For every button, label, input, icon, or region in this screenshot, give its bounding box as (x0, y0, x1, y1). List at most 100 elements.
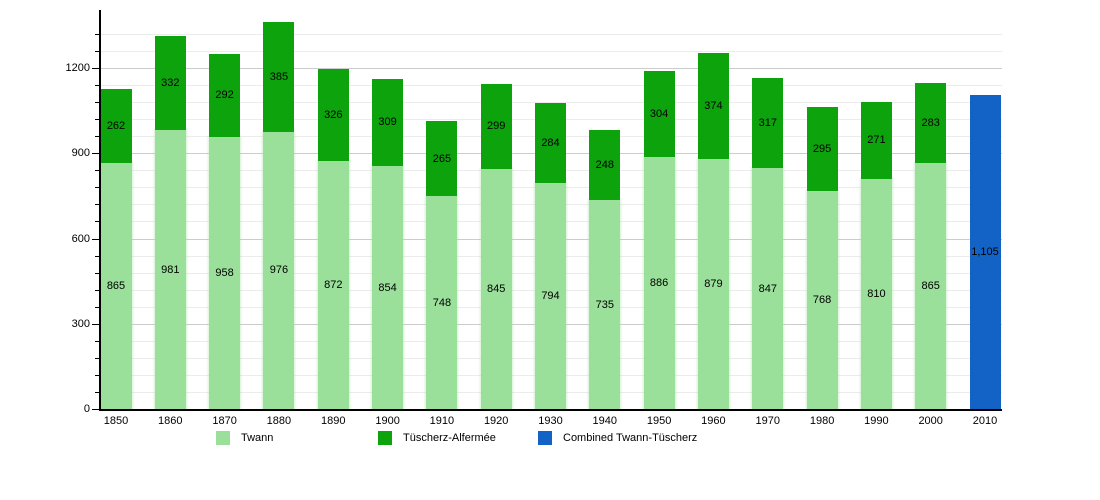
y-axis-tick (95, 136, 100, 138)
bar-segment-1960-s1 (697, 52, 729, 160)
x-tick-label: 1930 (538, 415, 563, 427)
legend-swatch-twann (216, 431, 230, 445)
bar-segment-1940-s0 (589, 200, 621, 409)
y-axis-tick (95, 289, 100, 291)
y-tick-label: 1200 (65, 62, 90, 74)
bar-segment-1900-s1 (372, 78, 404, 167)
x-tick-label: 1940 (592, 415, 618, 427)
legend-item-combined: Combined Twann-Tüscherz (538, 430, 697, 446)
bar-value-label: 768 (812, 293, 832, 306)
y-axis-tick (95, 85, 100, 87)
bar-value-label: 735 (595, 298, 614, 311)
bar-segment-2000-s1 (915, 82, 947, 164)
bar-segment-1860-s1 (154, 35, 186, 131)
bar-value-label: 299 (487, 120, 506, 133)
legend-label-combined: Combined Twann-Tüscherz (563, 432, 698, 444)
bar-value-label: 326 (324, 108, 343, 121)
bar-value-label: 847 (758, 282, 777, 295)
x-tick-label: 1860 (158, 415, 183, 427)
x-tick-label: 1910 (429, 415, 455, 427)
gridline-minor (100, 33, 1002, 35)
bar-value-label: 283 (921, 117, 940, 129)
bar-value-label: 810 (867, 287, 886, 300)
bar-segment-1870-s0 (209, 136, 241, 409)
x-tick-label: 1880 (266, 415, 292, 427)
bar-segment-1890-s1 (317, 68, 349, 162)
bar-value-label: 284 (541, 137, 560, 149)
x-tick-label: 1950 (646, 415, 672, 427)
legend-label-twann: Twann (241, 432, 274, 444)
y-axis-tick (92, 238, 100, 240)
x-tick-label: 1890 (321, 415, 346, 427)
bar-segment-1970-s0 (752, 168, 784, 409)
bar-value-label: 981 (161, 263, 180, 276)
bar-segment-1960-s0 (697, 159, 729, 409)
legend-swatch-tuscherz-alfermee (378, 431, 392, 445)
y-axis-tick (95, 272, 100, 274)
bar-segment-1910-s0 (426, 196, 458, 409)
legend-item-tuscherz-alfermee: Tüscherz-Alfermée (378, 430, 496, 446)
y-axis-tick (95, 221, 100, 223)
legend-swatch-combined (538, 431, 552, 445)
bar-segment-1980-s0 (806, 190, 838, 409)
bar-value-label: 309 (378, 116, 397, 129)
y-axis-tick (95, 187, 100, 189)
x-tick-label: 1870 (212, 415, 237, 427)
bar-segment-1990-s0 (860, 178, 892, 409)
legend-label-tuscherz-alfermee: Tüscherz-Alfermée (403, 432, 496, 444)
y-tick-label: 300 (71, 317, 90, 330)
bar-segment-2010-s2 (969, 95, 1001, 409)
bar-segment-1930-s0 (535, 183, 566, 409)
bar-segment-1930-s1 (535, 102, 566, 184)
bar-segment-1900-s0 (372, 166, 404, 409)
bar-segment-1950-s1 (643, 70, 675, 158)
bar-value-label: 879 (704, 278, 723, 291)
bar-value-label: 295 (812, 142, 832, 155)
bar-segment-1970-s1 (752, 78, 784, 169)
bar-segment-1920-s1 (480, 83, 512, 169)
bar-segment-1860-s0 (154, 130, 186, 409)
bar-value-label: 976 (269, 264, 289, 277)
bar-segment-1880-s1 (263, 22, 295, 132)
bar-segment-1880-s0 (263, 131, 295, 409)
bar-value-label: 271 (867, 134, 886, 147)
x-tick-label: 1850 (103, 415, 129, 427)
bar-segment-1940-s1 (589, 129, 621, 201)
x-tick-label: 2010 (972, 415, 998, 427)
x-tick-label: 1970 (755, 415, 781, 427)
bar-segment-1980-s1 (806, 106, 838, 191)
chart-legend: Twann Tüscherz-Alfermée Combined Twann-T… (0, 430, 1100, 448)
bar-value-label: 385 (269, 71, 289, 83)
bar-value-label: 262 (106, 120, 126, 132)
y-axis (99, 10, 101, 411)
y-axis-tick (95, 306, 100, 308)
y-axis-tick (95, 357, 100, 359)
y-axis-tick (95, 119, 100, 121)
bar-value-label: 872 (324, 279, 343, 292)
bar-segment-1910-s1 (426, 121, 458, 197)
bar-segment-1850-s0 (100, 163, 132, 409)
x-tick-label: 2000 (918, 415, 943, 427)
x-axis (99, 409, 1002, 411)
y-axis-tick (95, 374, 100, 376)
x-tick-label: 1900 (375, 415, 400, 427)
bar-value-label: 865 (106, 280, 126, 293)
y-axis-tick (92, 323, 100, 325)
y-axis-tick (92, 68, 100, 69)
bar-value-label: 317 (758, 117, 777, 130)
bar-segment-1890-s0 (317, 161, 349, 409)
x-tick-label: 1960 (701, 415, 726, 427)
bar-value-label: 1,105 (971, 246, 999, 258)
x-tick-label: 1990 (864, 415, 889, 427)
y-axis-tick (95, 170, 100, 172)
bar-value-label: 865 (921, 280, 940, 293)
bar-segment-1950-s0 (643, 157, 675, 409)
y-axis-tick (95, 102, 100, 104)
y-axis-tick (95, 50, 100, 52)
bar-value-label: 748 (432, 296, 452, 309)
y-axis-tick (92, 409, 100, 410)
bar-segment-1870-s1 (209, 53, 241, 137)
legend-item-twann: Twann (216, 430, 273, 446)
y-tick-label: 0 (83, 403, 90, 415)
